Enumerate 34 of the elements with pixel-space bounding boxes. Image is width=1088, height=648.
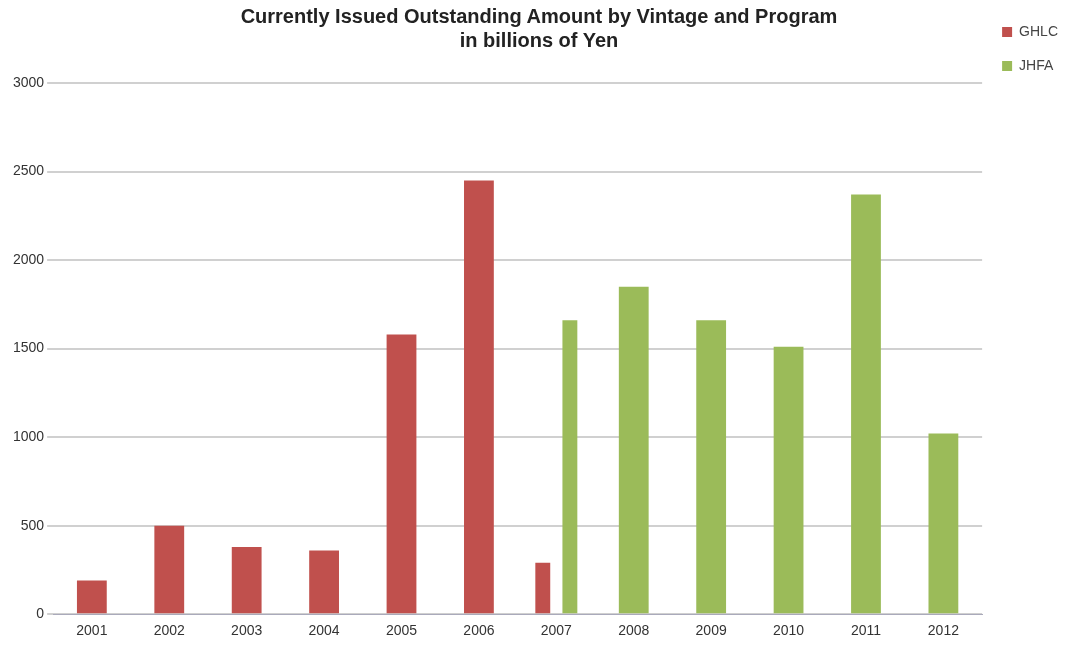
y-tick-label: 3000 (12, 73, 45, 90)
x-tick-label: 2010 (772, 622, 805, 639)
bar (154, 525, 185, 614)
x-tick-label: 2009 (695, 622, 727, 639)
y-tick-label: 2500 (12, 162, 45, 179)
x-tick-label: 2012 (927, 622, 960, 639)
legend-label: GHLC (1019, 22, 1059, 39)
x-tick-label: 2007 (540, 622, 573, 639)
chart-subtitle: in billions of Yen (459, 28, 619, 51)
bar (618, 286, 649, 614)
y-tick-label: 0 (36, 605, 45, 622)
y-tick-label: 2000 (12, 250, 45, 267)
bar (773, 346, 804, 614)
x-tick-label: 2003 (231, 622, 263, 639)
y-tick-label: 1500 (12, 339, 45, 356)
bar (464, 180, 494, 614)
bar (928, 433, 959, 614)
x-tick-label: 2004 (308, 622, 340, 639)
bar (696, 320, 727, 614)
x-tick-label: 2002 (153, 622, 186, 639)
bar (309, 550, 339, 614)
x-tick-label: 2011 (850, 622, 882, 639)
bar (386, 334, 417, 614)
x-tick-label: 2006 (463, 622, 495, 639)
y-tick-label: 1000 (12, 427, 45, 444)
legend-label: JHFA (1019, 56, 1054, 73)
bar (76, 580, 107, 614)
bar (231, 546, 262, 614)
x-tick-label: 2005 (385, 622, 418, 639)
chart-title: Currently Issued Outstanding Amount by Vintage and Program (240, 4, 838, 27)
x-tick-label: 2008 (618, 622, 650, 639)
y-tick-label: 500 (20, 516, 45, 533)
x-tick-label: 2001 (76, 622, 108, 639)
bar (851, 194, 881, 614)
